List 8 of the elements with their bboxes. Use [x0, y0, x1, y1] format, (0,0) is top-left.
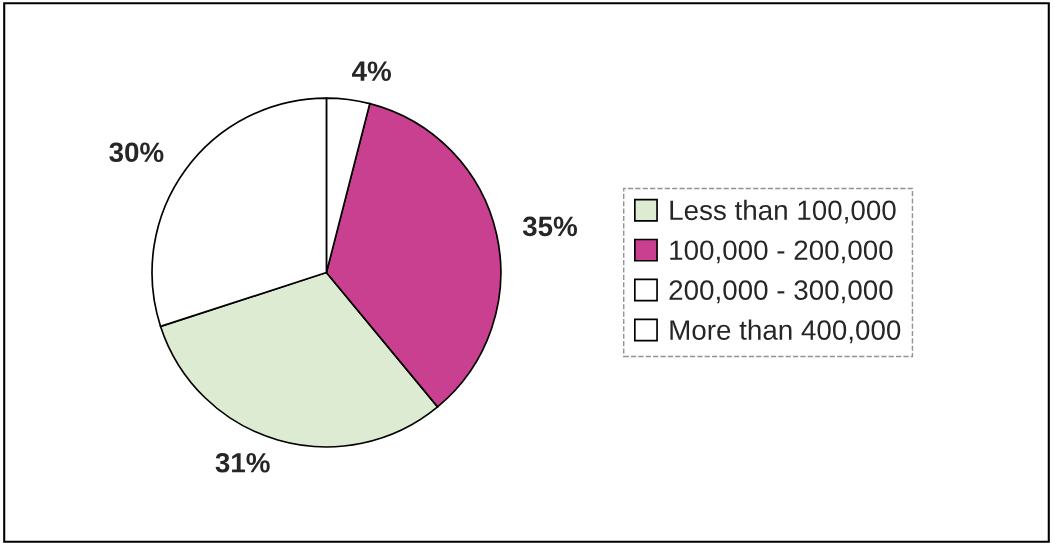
legend-label: More than 400,000 [670, 319, 901, 344]
data-label: 31% [215, 452, 270, 473]
data-label: 4% [351, 61, 391, 81]
data-label: 35% [522, 216, 578, 237]
data-label: 30% [109, 142, 164, 163]
legend-label: 200,000 - 300,000 [669, 280, 893, 304]
legend-label: Less than 100,000 [670, 199, 896, 224]
legend-label: 100,000 - 200,000 [670, 240, 893, 264]
